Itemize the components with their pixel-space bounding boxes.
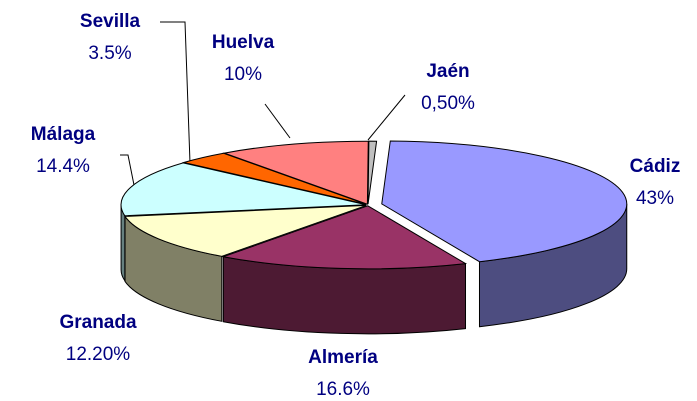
value-label: 43% [636,188,674,209]
value-label: 10% [224,64,262,85]
leader-lines [120,21,406,191]
slice [367,140,378,205]
slice [221,205,468,270]
slice [381,140,628,263]
slice-label: Huelva [212,32,275,53]
slice-label: Cádiz [630,156,681,177]
leader-line [160,21,191,164]
slice [120,162,367,217]
slice-label: Granada [59,312,137,333]
value-label: 16.6% [316,379,370,400]
slice-side [120,204,126,283]
value-label: 0,50% [421,93,475,114]
slice-label: Sevilla [80,11,141,32]
slice [124,204,367,257]
leader-line [120,154,136,191]
value-label: 3.5% [88,43,131,64]
slice-label: Málaga [31,124,96,145]
value-label: 14.4% [36,156,90,177]
slice-label: Almería [308,347,378,368]
slice-label: Jaén [426,61,469,82]
value-label: 12.20% [66,344,131,365]
leader-line [264,103,291,139]
slice-tops [120,140,628,270]
leader-line [367,94,406,141]
slice [222,140,369,205]
